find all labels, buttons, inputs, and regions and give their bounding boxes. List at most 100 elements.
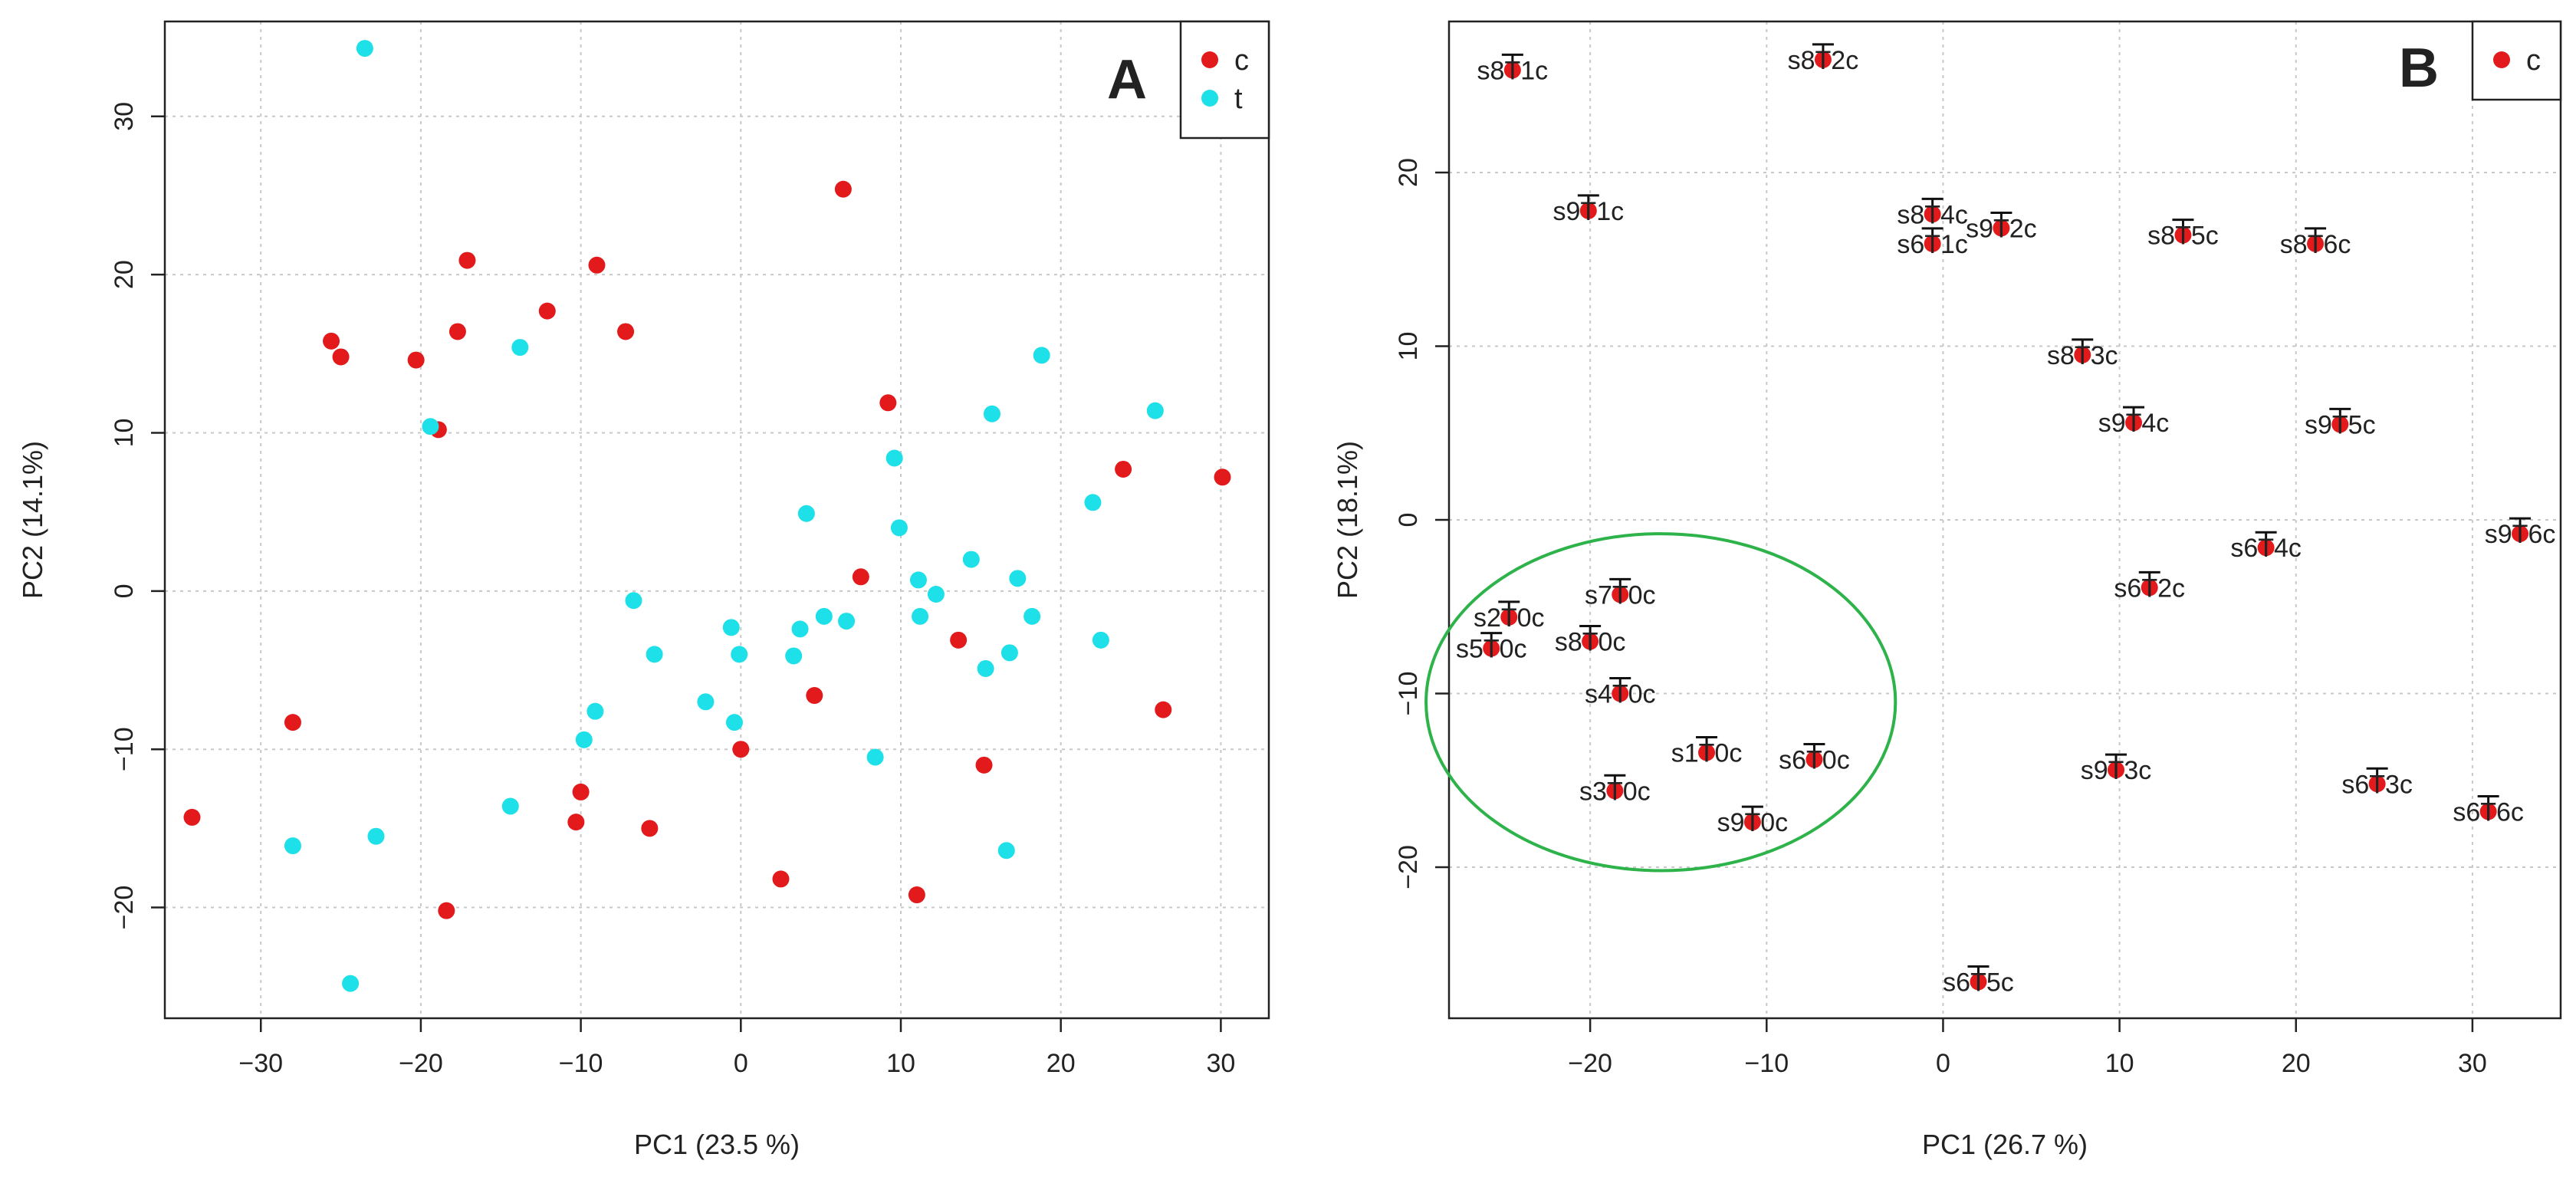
data-point-c	[567, 814, 585, 831]
x-tick-label: 10	[886, 1049, 915, 1078]
point-label: s9T4c	[2098, 409, 2170, 438]
data-point-t	[785, 647, 803, 665]
legend-marker-c	[2493, 51, 2510, 68]
y-tick-label: 20	[1394, 158, 1423, 187]
point-label: s8T6c	[2280, 230, 2351, 259]
data-point-c	[2479, 803, 2497, 820]
panel-a-chart: −30 −20 −10 0 10 20 30 −20 −10 0 10 20 30 PC1 (23.5 %…	[17, 20, 1270, 1160]
data-point-c	[2368, 775, 2386, 793]
y-tick-label: 30	[110, 102, 139, 131]
data-point-t	[1033, 347, 1050, 364]
point-label: s6T2c	[2114, 574, 2185, 603]
data-point-t	[1146, 402, 1164, 419]
point-label: s9T1c	[1553, 197, 1625, 226]
data-point-c	[975, 756, 993, 774]
point-label: s2T0c	[1474, 603, 1545, 633]
data-point-c	[284, 714, 301, 731]
data-point-t	[912, 607, 929, 625]
data-point-c	[1743, 814, 1761, 831]
y-tick-label: 20	[110, 260, 139, 289]
point-label: s9T2c	[1966, 215, 2037, 244]
data-point-t	[284, 837, 301, 855]
data-point-c	[1814, 51, 1832, 68]
point-label: s6T0c	[1779, 746, 1850, 775]
data-point-c	[1582, 633, 1599, 650]
point-label: s8T2c	[1788, 46, 1859, 75]
point-label: s8T3c	[2047, 341, 2118, 370]
x-tick-label: −10	[1744, 1049, 1789, 1078]
point-label: s6T3c	[2341, 770, 2413, 799]
data-point-t	[927, 585, 945, 603]
panel-letter-a: A	[1107, 49, 1147, 110]
data-point-c	[772, 870, 790, 888]
data-point-c	[2074, 346, 2091, 363]
x-tick-label: 20	[1046, 1049, 1076, 1078]
data-point-c	[1612, 685, 1629, 702]
data-point-c	[1483, 639, 1500, 657]
y-tick-label: −20	[1394, 845, 1423, 889]
data-point-t	[886, 449, 903, 467]
data-point-c	[1806, 751, 1823, 768]
data-point-c	[1155, 701, 1172, 718]
data-point-c	[438, 902, 455, 919]
data-point-c	[1500, 608, 1518, 626]
data-point-c	[1503, 61, 1521, 79]
x-tick-label: 30	[1206, 1049, 1235, 1078]
data-point-t	[1001, 644, 1018, 662]
data-point-c	[572, 783, 590, 800]
point-label: s8T0c	[1555, 628, 1626, 657]
data-point-c	[323, 332, 340, 350]
data-point-c	[2125, 414, 2143, 432]
data-point-t	[909, 571, 927, 589]
data-point-t	[625, 592, 642, 610]
y-tick-label: −10	[110, 727, 139, 771]
data-point-t	[1024, 607, 1041, 625]
data-point-c	[588, 256, 606, 274]
x-tick-label: −30	[238, 1049, 283, 1078]
data-point-t	[1084, 494, 1102, 511]
data-point-c	[1579, 202, 1597, 219]
data-point-c	[538, 302, 556, 320]
data-point-t	[646, 646, 663, 663]
data-point-t	[356, 40, 373, 58]
data-point-t	[725, 714, 743, 731]
panel-letter-b: B	[2399, 38, 2439, 99]
x-tick-label: 20	[2282, 1049, 2311, 1078]
data-point-c	[1970, 973, 1987, 991]
y-tick-label: −10	[1394, 672, 1423, 716]
data-point-c	[806, 687, 823, 705]
data-point-t	[722, 619, 740, 636]
data-point-t	[997, 842, 1015, 860]
point-label: s8T5c	[2147, 222, 2219, 251]
data-point-t	[838, 613, 856, 630]
data-point-c	[879, 394, 897, 412]
data-point-t	[511, 339, 529, 357]
data-point-c	[2331, 416, 2349, 433]
x-tick-label: 10	[2105, 1049, 2134, 1078]
point-label: s8T4c	[1897, 200, 1968, 229]
data-point-t	[797, 505, 815, 522]
data-point-t	[977, 659, 994, 677]
point-label: s6T5c	[1943, 968, 2014, 997]
point-label: s6T6c	[2453, 797, 2524, 827]
data-point-c	[1924, 235, 1941, 252]
point-label: s8T1c	[1477, 56, 1549, 85]
legend-box	[2471, 20, 2562, 101]
data-point-t	[367, 827, 385, 845]
data-point-t	[962, 551, 980, 568]
data-point-c	[950, 631, 968, 649]
data-point-t	[1009, 570, 1027, 587]
data-point-c	[449, 323, 466, 340]
data-point-t	[501, 797, 519, 815]
point-label: s3T0c	[1579, 777, 1651, 806]
legend-marker-t	[1201, 90, 1218, 107]
x-tick-label: −10	[559, 1049, 603, 1078]
data-point-t	[890, 519, 908, 537]
data-point-c	[834, 180, 852, 198]
point-label: s9T5c	[2305, 410, 2376, 439]
legend-label-t: t	[1234, 83, 1243, 115]
x-tick-label: −20	[399, 1049, 443, 1078]
data-point-c	[641, 820, 659, 837]
data-point-t	[586, 702, 604, 720]
